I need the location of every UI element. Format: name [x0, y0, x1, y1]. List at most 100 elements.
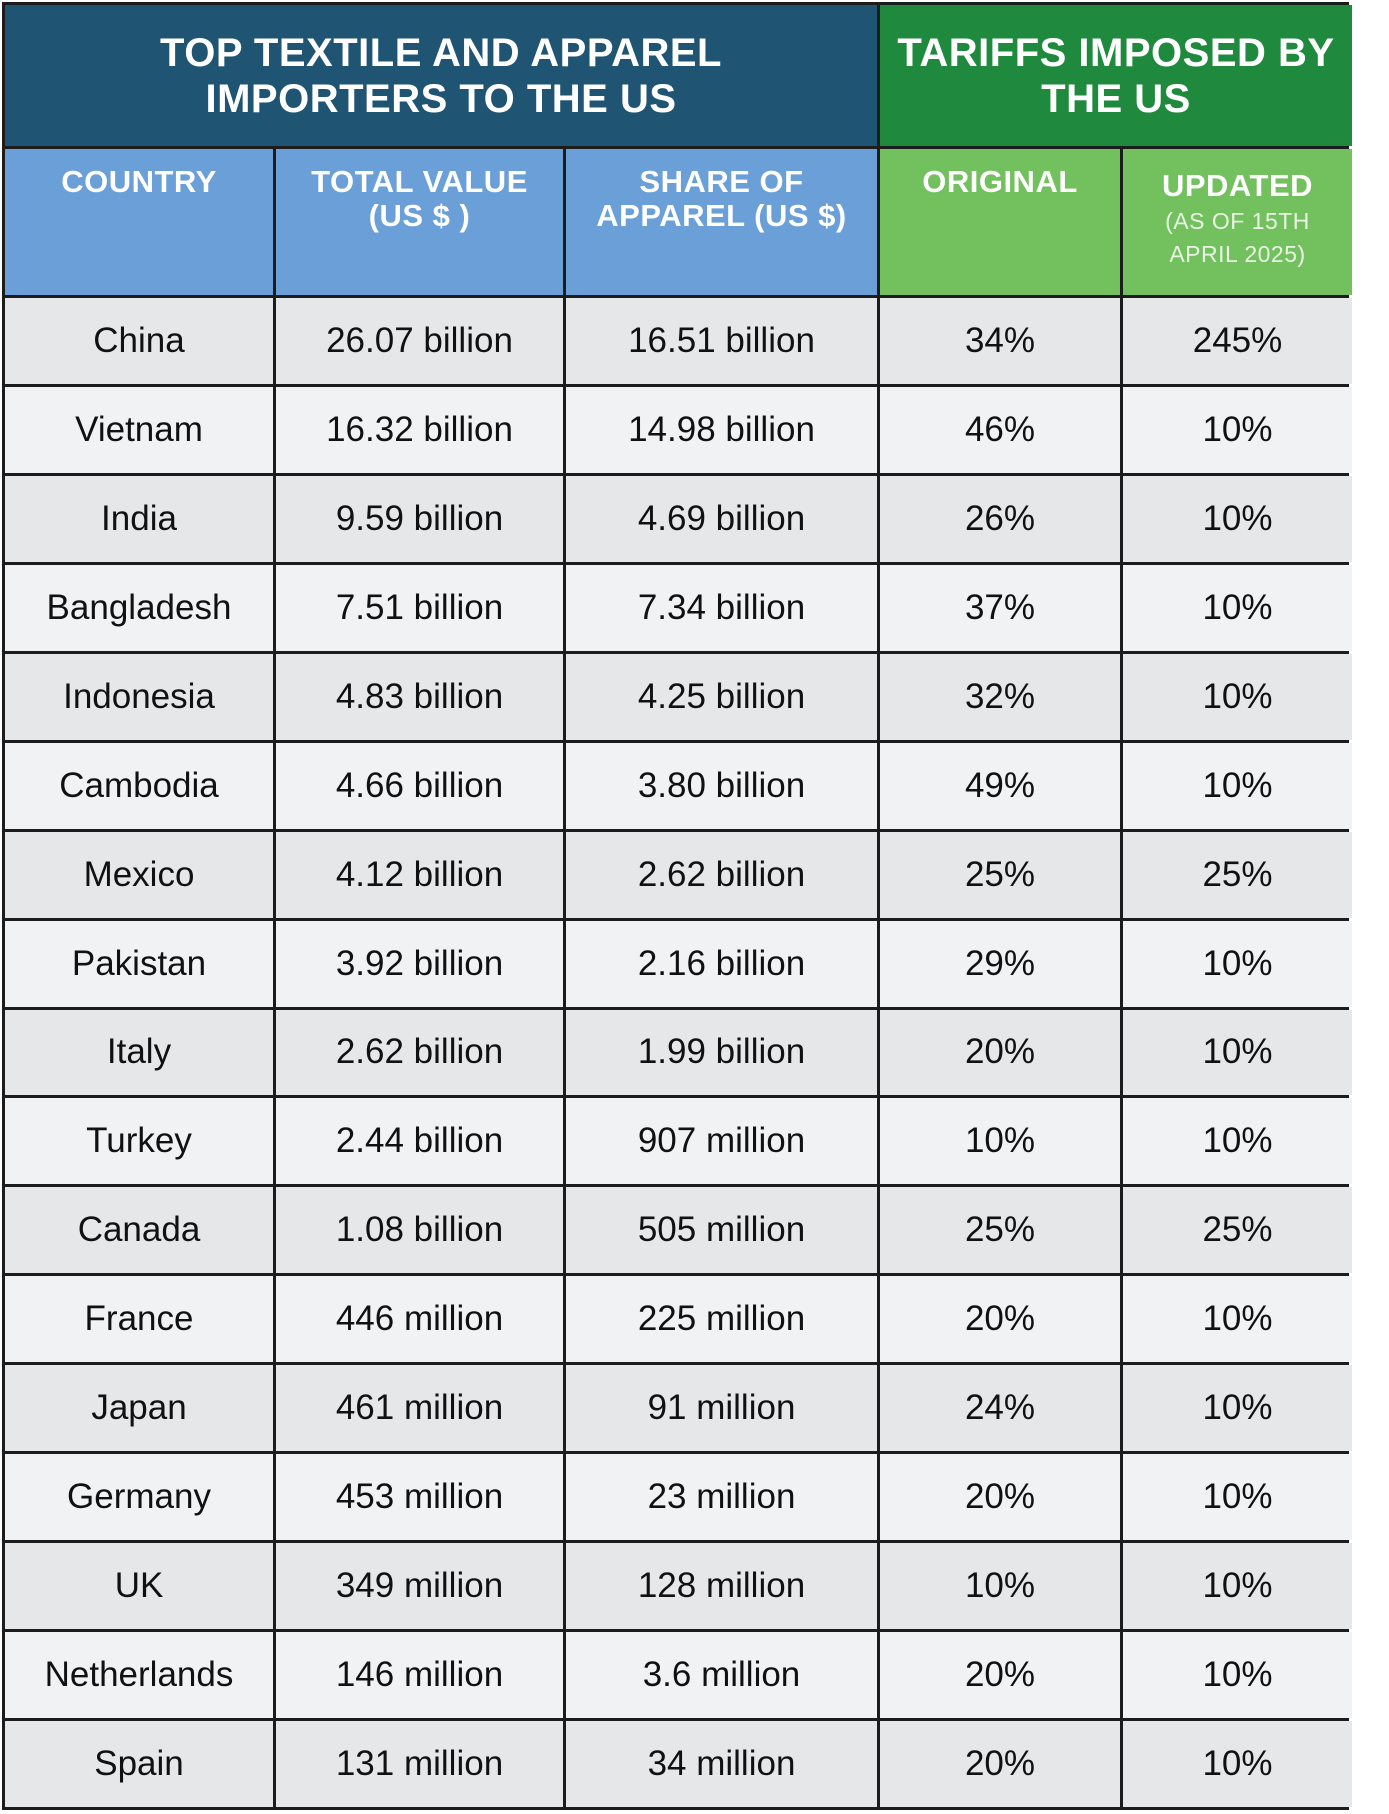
country-cell: Japan	[5, 1365, 273, 1452]
country-cell: India	[5, 475, 273, 562]
updated-tariff-cell: 10%	[1123, 920, 1353, 1007]
table-row: Germany 453 million 23 million 20% 10%	[5, 1454, 1353, 1541]
table-row: Mexico 4.12 billion 2.62 billion 25% 25%	[5, 831, 1353, 918]
apparel-share-header-line1: SHARE OF	[639, 164, 804, 199]
updated-tariff-cell: 10%	[1123, 1632, 1353, 1718]
total-value-cell: 3.92 billion	[276, 920, 563, 1007]
tariffs-banner-line1: TARIFFS IMPOSED BY	[897, 30, 1335, 75]
original-tariff-cell: 20%	[880, 1009, 1120, 1096]
country-cell: UK	[5, 1543, 273, 1630]
updated-tariff-header-note: (AS OF 15TH APRIL 2025)	[1123, 205, 1352, 271]
country-cell: Pakistan	[5, 920, 273, 1007]
table-row: India 9.59 billion 4.69 billion 26% 10%	[5, 475, 1353, 562]
table-body: China 26.07 billion 16.51 billion 34% 245% Vi…	[5, 298, 1353, 1807]
total-value-cell: 146 million	[276, 1632, 563, 1718]
original-tariff-cell: 10%	[880, 1543, 1120, 1630]
updated-tariff-header-label: UPDATED	[1161, 168, 1314, 203]
original-tariff-cell: 46%	[880, 386, 1120, 473]
apparel-share-cell: 1.99 billion	[566, 1009, 877, 1096]
total-value-header-line2: (US $ )	[368, 198, 471, 233]
original-tariff-cell: 49%	[880, 742, 1120, 829]
original-tariff-cell: 25%	[880, 831, 1120, 918]
total-value-cell: 446 million	[276, 1276, 563, 1363]
total-value-cell: 461 million	[276, 1365, 563, 1452]
updated-tariff-cell: 25%	[1123, 831, 1353, 918]
apparel-share-cell: 14.98 billion	[566, 386, 877, 473]
original-tariff-header-label: ORIGINAL	[922, 164, 1078, 199]
table-row: Vietnam 16.32 billion 14.98 billion 46% 10%	[5, 386, 1353, 473]
country-cell: Vietnam	[5, 386, 273, 473]
total-value-cell: 131 million	[276, 1721, 563, 1807]
total-value-cell: 9.59 billion	[276, 475, 563, 562]
country-cell: Bangladesh	[5, 564, 273, 651]
country-cell: Italy	[5, 1009, 273, 1096]
total-value-cell: 16.32 billion	[276, 386, 563, 473]
original-tariff-header: ORIGINAL	[880, 149, 1120, 295]
table-row: France 446 million 225 million 20% 10%	[5, 1276, 1353, 1363]
total-value-cell: 2.62 billion	[276, 1009, 563, 1096]
country-cell: Mexico	[5, 831, 273, 918]
importers-banner-line2: IMPORTERS TO THE US	[205, 76, 677, 121]
country-cell: Indonesia	[5, 653, 273, 740]
importers-banner-line1: TOP TEXTILE AND APPAREL	[160, 30, 722, 75]
total-value-cell: 453 million	[276, 1454, 563, 1541]
updated-tariff-cell: 10%	[1123, 1365, 1353, 1452]
apparel-share-cell: 4.25 billion	[566, 653, 877, 740]
apparel-share-cell: 4.69 billion	[566, 475, 877, 562]
table-row: Cambodia 4.66 billion 3.80 billion 49% 10%	[5, 742, 1353, 829]
table-row: Canada 1.08 billion 505 million 25% 25%	[5, 1187, 1353, 1274]
updated-tariff-cell: 10%	[1123, 653, 1353, 740]
total-value-cell: 4.83 billion	[276, 653, 563, 740]
updated-tariff-cell: 10%	[1123, 1276, 1353, 1363]
table-row: Italy 2.62 billion 1.99 billion 20% 10%	[5, 1009, 1353, 1096]
updated-tariff-cell: 10%	[1123, 742, 1353, 829]
updated-tariff-cell: 10%	[1123, 1098, 1353, 1185]
apparel-share-cell: 3.80 billion	[566, 742, 877, 829]
total-value-cell: 7.51 billion	[276, 564, 563, 651]
updated-tariff-cell: 10%	[1123, 1543, 1353, 1630]
original-tariff-cell: 20%	[880, 1454, 1120, 1541]
table-row: UK 349 million 128 million 10% 10%	[5, 1543, 1353, 1630]
original-tariff-cell: 10%	[880, 1098, 1120, 1185]
apparel-share-cell: 907 million	[566, 1098, 877, 1185]
original-tariff-cell: 20%	[880, 1632, 1120, 1718]
table-row: Spain 131 million 34 million 20% 10%	[5, 1721, 1353, 1807]
updated-tariff-header: UPDATED (AS OF 15TH APRIL 2025)	[1123, 149, 1353, 295]
tariff-table: TOP TEXTILE AND APPAREL IMPORTERS TO THE…	[2, 2, 1355, 1810]
apparel-share-cell: 2.16 billion	[566, 920, 877, 1007]
apparel-share-cell: 128 million	[566, 1543, 877, 1630]
total-value-header: TOTAL VALUE (US $ )	[276, 149, 563, 295]
total-value-cell: 349 million	[276, 1543, 563, 1630]
original-tariff-cell: 25%	[880, 1187, 1120, 1274]
apparel-share-cell: 3.6 million	[566, 1632, 877, 1718]
country-cell: Spain	[5, 1721, 273, 1807]
updated-tariff-note-line1: (AS OF 15TH	[1165, 208, 1310, 234]
apparel-share-header: SHARE OF APPAREL (US $)	[566, 149, 877, 295]
table-row: Indonesia 4.83 billion 4.25 billion 32% 10%	[5, 653, 1353, 740]
table-row: Turkey 2.44 billion 907 million 10% 10%	[5, 1098, 1353, 1185]
original-tariff-cell: 29%	[880, 920, 1120, 1007]
apparel-share-cell: 34 million	[566, 1721, 877, 1807]
updated-tariff-note-line2: APRIL 2025)	[1169, 241, 1306, 267]
apparel-share-cell: 16.51 billion	[566, 298, 877, 384]
apparel-share-header-line2: APPAREL (US $)	[596, 198, 847, 233]
country-header-label: COUNTRY	[61, 164, 217, 199]
table-row: Japan 461 million 91 million 24% 10%	[5, 1365, 1353, 1452]
original-tariff-cell: 37%	[880, 564, 1120, 651]
tariffs-banner-line2: THE US	[1041, 76, 1191, 121]
updated-tariff-cell: 10%	[1123, 564, 1353, 651]
original-tariff-cell: 20%	[880, 1276, 1120, 1363]
apparel-share-cell: 91 million	[566, 1365, 877, 1452]
original-tariff-cell: 24%	[880, 1365, 1120, 1452]
table-row: Bangladesh 7.51 billion 7.34 billion 37% 10%	[5, 564, 1353, 651]
updated-tariff-cell: 10%	[1123, 1721, 1353, 1807]
original-tariff-cell: 32%	[880, 653, 1120, 740]
total-value-cell: 2.44 billion	[276, 1098, 563, 1185]
updated-tariff-cell: 245%	[1123, 298, 1353, 384]
country-cell: Turkey	[5, 1098, 273, 1185]
apparel-share-cell: 7.34 billion	[566, 564, 877, 651]
table-row: Pakistan 3.92 billion 2.16 billion 29% 10%	[5, 920, 1353, 1007]
apparel-share-cell: 2.62 billion	[566, 831, 877, 918]
country-cell: France	[5, 1276, 273, 1363]
updated-tariff-cell: 10%	[1123, 475, 1353, 562]
